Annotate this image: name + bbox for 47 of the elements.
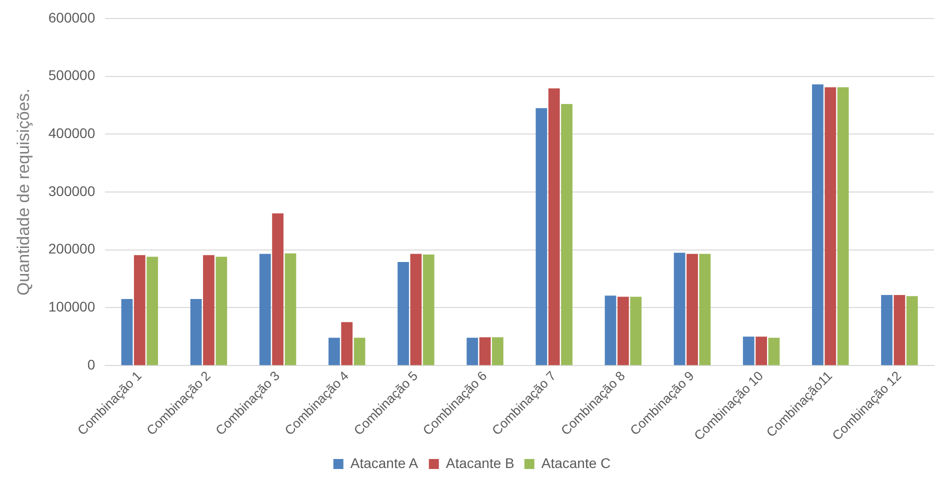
bar (617, 296, 629, 366)
bar (674, 252, 686, 366)
bar (422, 254, 434, 366)
bar (466, 338, 478, 366)
y-tick-label: 100000 (48, 298, 96, 315)
bar (203, 255, 214, 366)
bar (768, 338, 780, 366)
y-tick-label: 600000 (48, 9, 96, 26)
bar (812, 84, 824, 366)
y-tick-label: 200000 (48, 240, 96, 257)
legend-label: Atacante B (446, 454, 514, 471)
bar (492, 337, 504, 366)
bar (837, 87, 849, 366)
bar (756, 336, 768, 366)
bar (604, 296, 616, 366)
bar (894, 294, 906, 366)
y-tick-label: 300000 (48, 182, 96, 199)
bar (272, 213, 284, 366)
bar (536, 108, 548, 366)
bar (881, 294, 892, 366)
bar (354, 338, 366, 366)
bar (328, 338, 340, 366)
bar (341, 322, 353, 366)
bar (284, 253, 296, 366)
y-tick-label: 400000 (48, 124, 96, 141)
bar (630, 296, 642, 366)
bar (548, 88, 560, 366)
bar (259, 254, 271, 366)
bar (479, 337, 491, 366)
y-axis-title: Quantidade de requisições. (14, 88, 33, 296)
bar (134, 255, 146, 366)
bar (906, 296, 918, 366)
bar (686, 254, 698, 366)
bar (561, 104, 572, 366)
bar (742, 336, 754, 366)
bar (398, 262, 409, 366)
bar (121, 299, 133, 366)
bar (190, 299, 202, 366)
bar (146, 256, 158, 366)
legend-label: Atacante A (350, 454, 419, 471)
bar (699, 254, 711, 366)
legend-label: Atacante C (541, 454, 611, 471)
bar (824, 87, 836, 366)
bar (216, 256, 228, 366)
bar (410, 254, 422, 366)
y-tick-label: 500000 (48, 67, 96, 84)
y-tick-label: 0 (87, 356, 96, 372)
